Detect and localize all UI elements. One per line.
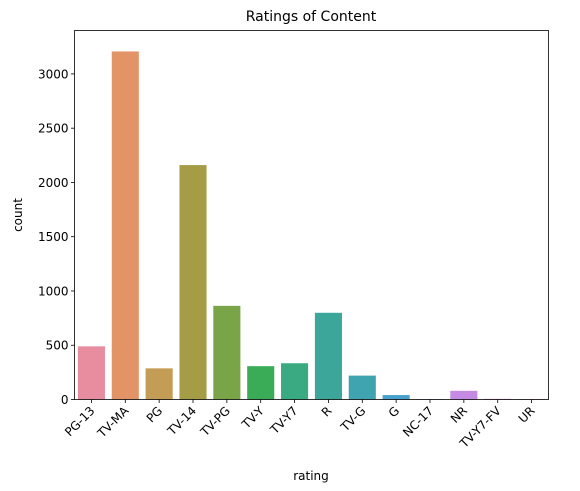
y-tick-label: 2500: [38, 122, 69, 136]
y-tick-label: 500: [46, 339, 69, 353]
bar-tv-g: [348, 375, 376, 400]
bar-pg: [145, 368, 173, 400]
y-axis-title: count: [11, 198, 25, 232]
bar-tv-y: [247, 366, 275, 400]
bar-pg-13: [77, 346, 105, 400]
x-tick-label: R: [319, 404, 335, 420]
plot-frame: [74, 30, 549, 400]
x-tick-label: TV-G: [337, 404, 368, 435]
bar-tv-14: [179, 165, 207, 400]
y-tick-label: 2000: [38, 176, 69, 190]
x-axis-title: rating: [293, 469, 329, 483]
y-tick-label: 0: [61, 393, 69, 407]
x-tick-label: UR: [516, 404, 538, 426]
x-tick-label: PG-13: [62, 404, 97, 439]
chart-title: Ratings of Content: [246, 9, 377, 25]
x-tick-label: TV-Y: [238, 403, 267, 432]
bars-group: [77, 51, 546, 400]
x-tick-label: PG: [144, 404, 166, 426]
y-tick-label: 1000: [38, 284, 69, 298]
bar-tv-ma: [111, 51, 139, 400]
x-tick-label: TV-Y7: [267, 404, 301, 438]
x-tick-label: NC-17: [400, 404, 436, 440]
x-tick-label: G: [386, 404, 402, 420]
x-tick-label: TV-PG: [197, 404, 233, 440]
bar-r: [314, 312, 342, 400]
y-tick-label: 1500: [38, 230, 69, 244]
x-tick-label: TV-14: [164, 404, 199, 439]
y-tick-label: 3000: [38, 67, 69, 81]
y-axis: 0 500 1000 1500 2000 2500 3000: [38, 67, 75, 407]
bar-nr: [450, 390, 478, 400]
x-tick-label: TV-MA: [94, 403, 132, 441]
bar-tv-pg: [213, 305, 241, 400]
bar-g: [382, 395, 410, 400]
x-tick-label: NR: [448, 404, 470, 426]
bar-tv-y7: [281, 363, 309, 400]
